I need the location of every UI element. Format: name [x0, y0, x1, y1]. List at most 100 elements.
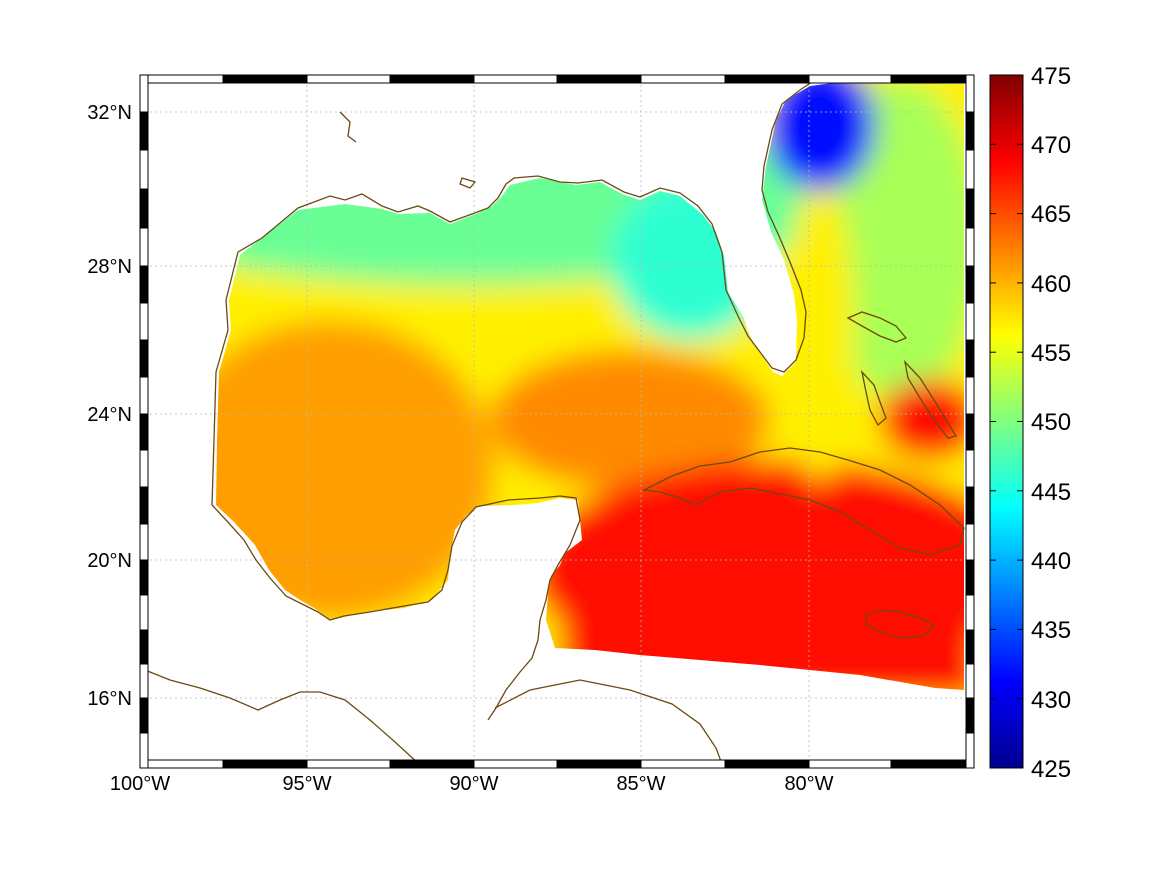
frame-top-segment — [808, 74, 892, 84]
coastline-bahamas-2 — [860, 369, 887, 427]
frame-left-segment — [139, 594, 149, 631]
frame-right-segment — [965, 697, 975, 734]
frame-bottom-segment — [890, 759, 975, 769]
frame-right-segment — [965, 486, 975, 525]
frame-right-segment — [965, 413, 975, 451]
field-region-west-florida-shelf — [610, 180, 770, 340]
frame-right-segment — [965, 149, 975, 190]
colorbar-label-435: 435 — [1031, 617, 1071, 644]
frame-bottom-segment — [222, 759, 308, 769]
longitude-labels: 100°W 95°W 90°W 85°W 80°W — [110, 773, 834, 795]
lon-label-80w: 80°W — [784, 773, 833, 795]
colorbar-label-440: 440 — [1031, 548, 1071, 575]
frame-outline — [139, 74, 975, 769]
frame-top-segment — [556, 74, 642, 84]
frame-right-segment — [965, 111, 975, 151]
field-region-caribbean — [880, 380, 964, 460]
frame-left-segment — [139, 149, 149, 190]
colorbar-label-465: 465 — [1031, 201, 1071, 228]
frame-right-segment — [965, 188, 975, 229]
field-region-western-gulf — [216, 320, 495, 620]
frame-left-segment — [139, 523, 149, 561]
colorbar-label-455: 455 — [1031, 340, 1071, 367]
frame-left-segment — [139, 339, 149, 378]
frame-right-segment — [965, 559, 975, 596]
lat-label-24n: 24°N — [87, 404, 132, 426]
frame-left-segment — [139, 732, 149, 769]
frame-left-segment — [139, 227, 149, 267]
colorbar-label-470: 470 — [1031, 132, 1071, 159]
lon-label-95w: 95°W — [282, 773, 331, 795]
frame-bottom-segment — [808, 759, 892, 769]
frame-right-segment — [965, 376, 975, 415]
colorbar-label-460: 460 — [1031, 271, 1071, 298]
frame-top-segment — [222, 74, 308, 84]
frame-right-segment — [965, 265, 975, 304]
frame-right-segment — [965, 339, 975, 378]
coastline-bahamas-1 — [846, 311, 908, 343]
lat-label-28n: 28°N — [87, 256, 132, 278]
coastline-central-america — [140, 667, 421, 766]
field-region-northern-gulf-shelf — [216, 115, 850, 285]
frame-top-segment — [890, 74, 975, 84]
colorbar-label-475: 475 — [1031, 63, 1071, 90]
frame-left-segment — [139, 302, 149, 341]
ocean-field — [216, 82, 964, 690]
colorbar-label-430: 430 — [1031, 687, 1071, 714]
frame-left-segment — [139, 629, 149, 665]
frame-top-segment — [724, 74, 810, 84]
frame-top-segment — [389, 74, 475, 84]
colorbar-label-450: 450 — [1031, 409, 1071, 436]
frame-left-segment — [139, 188, 149, 229]
frame-right-segment — [965, 629, 975, 665]
frame-bottom-segment — [389, 759, 475, 769]
frame-bottom-segment — [556, 759, 642, 769]
frame-left-segment — [139, 697, 149, 734]
frame-right-segment — [965, 449, 975, 488]
frame-bottom-segment — [139, 759, 224, 769]
frame-right-segment — [965, 663, 975, 699]
latitude-labels: 32°N 28°N 24°N 20°N 16°N — [87, 102, 132, 710]
lon-label-90w: 90°W — [449, 773, 498, 795]
frame-left-segment — [139, 449, 149, 488]
frame-top-segment — [640, 74, 726, 84]
frame-top-segment — [473, 74, 558, 84]
lon-label-85w: 85°W — [616, 773, 665, 795]
lon-label-100w: 100°W — [110, 773, 170, 795]
coastline-honduras — [494, 679, 723, 765]
frame-left-segment — [139, 486, 149, 525]
frame-bottom-segment — [473, 759, 558, 769]
frame-left-segment — [139, 663, 149, 699]
frame-right-segment — [965, 732, 975, 769]
colorbar-label-445: 445 — [1031, 479, 1071, 506]
coastline-louisiana-islands — [459, 177, 477, 189]
frame-top-segment — [306, 74, 391, 84]
coastline-cuba — [641, 447, 965, 556]
lat-label-32n: 32°N — [87, 102, 132, 124]
coastline-mexico — [211, 495, 581, 721]
frame-left-segment — [139, 559, 149, 596]
field-region-caribbean — [560, 540, 964, 690]
lat-label-20n: 20°N — [87, 550, 132, 572]
frame-right-segment — [965, 523, 975, 561]
frame-bottom-segment — [306, 759, 391, 769]
colorbar-label-425: 425 — [1031, 756, 1071, 783]
frame-left-segment — [139, 111, 149, 151]
coastlines — [140, 77, 965, 766]
field-region-florida-current — [785, 180, 855, 480]
frame-right-segment — [965, 74, 975, 113]
frame-left-segment — [139, 413, 149, 451]
frame-bottom-segment — [640, 759, 726, 769]
frame-right-segment — [965, 227, 975, 267]
frame-left-segment — [139, 74, 149, 113]
colorbar-ticks — [990, 74, 1023, 769]
frame-top-segment — [139, 74, 224, 84]
coastline-bahamas-3 — [903, 359, 958, 439]
coastline-gulf — [211, 77, 819, 506]
frame-left-segment — [139, 265, 149, 304]
frame-right-segment — [965, 594, 975, 631]
colorbar: 475 470 465 460 455 450 445 440 435 430 … — [989, 63, 1071, 783]
lat-label-16n: 16°N — [87, 688, 132, 710]
frame-bottom-segment — [724, 759, 810, 769]
